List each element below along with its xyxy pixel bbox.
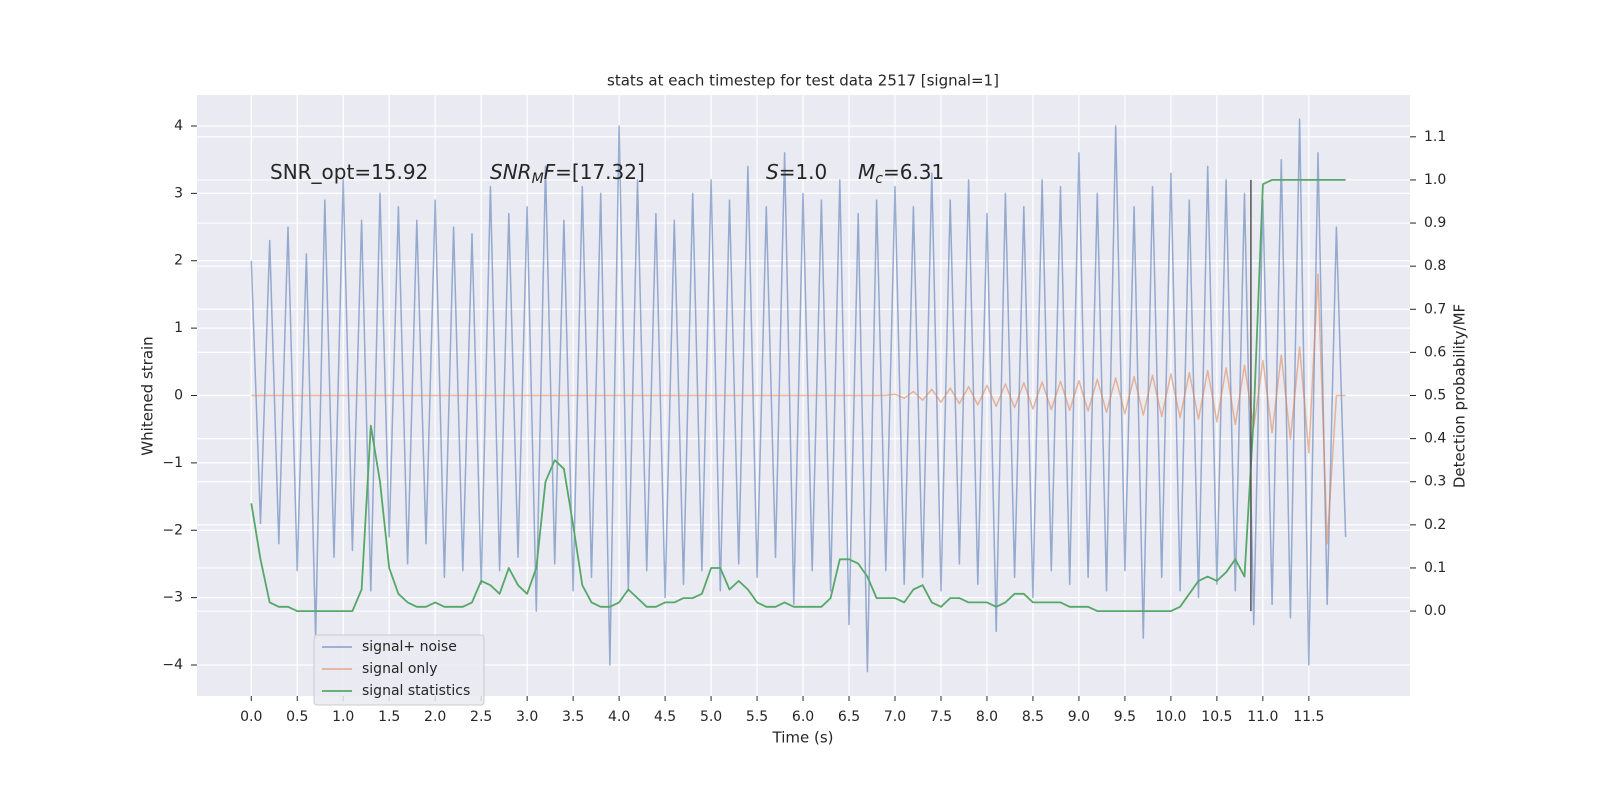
annotation-part: =[17.32] — [555, 160, 645, 184]
annotation-part: SNR — [490, 160, 532, 184]
x-tick-label: 2.5 — [470, 709, 492, 725]
x-tick-label: 11.5 — [1293, 709, 1324, 725]
x-axis-label: Time (s) — [772, 729, 834, 747]
x-tick-label: 4.0 — [608, 709, 630, 725]
axes: 0.0 0.5 1.0 1.5 2.0 2.5 3.0 3.5 4.0 4.5 5.0 5.5 6.0 6… — [162, 118, 1446, 725]
annotation-part: =1.0 — [779, 160, 828, 184]
y2-tick-label: 0.6 — [1424, 344, 1446, 360]
annotation-part: M — [532, 171, 544, 187]
y2-tick-label: 0.1 — [1424, 560, 1446, 576]
x-tick-label: 9.0 — [1068, 709, 1090, 725]
y2-tick-label: 0.5 — [1424, 388, 1446, 404]
x-tick-label: 1.5 — [378, 709, 400, 725]
y-tick-label: 2 — [174, 253, 183, 269]
legend-label: signal statistics — [362, 683, 470, 699]
y2-axis-label: Detection probability/MF — [1451, 304, 1469, 488]
annotation-part: =6.31 — [883, 160, 944, 184]
legend-label: signal only — [362, 661, 437, 677]
x-tick-label: 11.0 — [1247, 709, 1278, 725]
x-tick-label: 3.5 — [562, 709, 584, 725]
x-tick-label: 7.5 — [930, 709, 952, 725]
marks — [250, 118, 1347, 673]
annotation-part: c — [875, 171, 883, 187]
y2-tick-label: 1.0 — [1424, 172, 1446, 188]
annotation: SNRMF=[17.32] — [490, 160, 645, 188]
x-tick-label: 10.5 — [1201, 709, 1232, 725]
x-tick-label: 9.5 — [1114, 709, 1136, 725]
annotation: SNR_opt=15.92 — [270, 160, 428, 184]
x-tick-label: 0.5 — [286, 709, 308, 725]
x-tick-label: 6.5 — [838, 709, 860, 725]
series-line — [250, 179, 1346, 612]
y-tick-label: −4 — [162, 657, 183, 673]
series-line — [251, 273, 1346, 545]
y2-tick-label: 1.1 — [1424, 129, 1446, 145]
annotation: Mc=6.31 — [858, 160, 944, 188]
annotation: S=1.0 — [766, 160, 827, 184]
y2-tick-label: 0.7 — [1424, 301, 1446, 317]
y-tick-label: −3 — [162, 590, 183, 606]
x-tick-label: 10.0 — [1155, 709, 1186, 725]
series-line — [250, 118, 1347, 673]
x-tick-label: 4.5 — [654, 709, 676, 725]
y2-tick-label: 0.4 — [1424, 431, 1446, 447]
y2-tick-label: 0.0 — [1424, 603, 1446, 619]
annotation-part: SNR_opt=15.92 — [270, 160, 428, 184]
legend-label: signal+ noise — [362, 639, 457, 655]
x-tick-label: 7.0 — [884, 709, 906, 725]
y-axis-label: Whitened strain — [139, 336, 157, 455]
x-tick-label: 2.0 — [424, 709, 446, 725]
y-tick-label: −2 — [162, 522, 183, 538]
y2-tick-label: 0.2 — [1424, 517, 1446, 533]
y-tick-label: 0 — [174, 388, 183, 404]
y2-tick-label: 0.9 — [1424, 215, 1446, 231]
y-tick-label: 3 — [174, 185, 183, 201]
y-tick-label: −1 — [162, 455, 183, 471]
y2-tick-label: 0.8 — [1424, 258, 1446, 274]
x-tick-label: 1.0 — [332, 709, 354, 725]
y-tick-label: 1 — [174, 320, 183, 336]
annotation-part: F — [544, 160, 556, 184]
x-tick-label: 0.0 — [240, 709, 262, 725]
x-tick-label: 8.0 — [976, 709, 998, 725]
x-tick-label: 5.5 — [746, 709, 768, 725]
y2-tick-label: 0.3 — [1424, 474, 1446, 490]
y-tick-label: 4 — [174, 118, 183, 134]
annotation-part: S — [766, 160, 779, 184]
legend-box — [313, 634, 485, 706]
annotation-part: M — [858, 160, 875, 184]
x-tick-label: 3.0 — [516, 709, 538, 725]
x-tick-label: 6.0 — [792, 709, 814, 725]
chart-title: stats at each timestep for test data 251… — [607, 72, 999, 90]
x-tick-label: 5.0 — [700, 709, 722, 725]
x-tick-label: 8.5 — [1022, 709, 1044, 725]
